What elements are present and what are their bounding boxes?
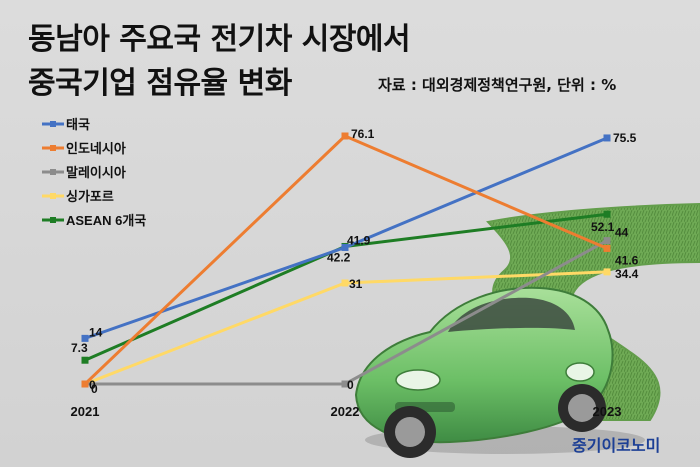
legend-marker <box>50 169 56 175</box>
legend-marker <box>50 217 56 223</box>
data-label-싱가포르-2023: 34.4 <box>615 267 639 281</box>
series-태국: 14 41.9 75.5 <box>81 131 637 342</box>
data-point-말레이시아-2023 <box>603 237 611 245</box>
data-point-말레이시아-2022 <box>341 380 349 388</box>
data-label-인도네시아-2021: 0 <box>91 382 98 396</box>
data-label-인도네시아-2023: 41.6 <box>615 253 639 267</box>
brand-logo-text: 중기이코노미 <box>572 436 661 455</box>
data-label-말레이시아-2022: 0 <box>347 378 354 392</box>
data-label-ASEAN-6개국-2023: 52.1 <box>591 220 615 234</box>
data-label-태국-2023: 75.5 <box>613 131 637 145</box>
legend-label: 말레이시아 <box>66 165 126 180</box>
legend-item-말레이시아: 말레이시아 <box>42 165 126 180</box>
data-point-싱가포르-2022 <box>341 279 349 287</box>
data-label-말레이시아-2023: 44 <box>615 226 629 240</box>
x-axis: 2021 2022 2023 <box>71 404 622 419</box>
legend-label: 인도네시아 <box>66 141 126 156</box>
legend-marker <box>50 145 56 151</box>
data-point-인도네시아-2023 <box>603 244 611 252</box>
data-point-태국-2022 <box>341 243 349 251</box>
car-illustration <box>354 286 645 458</box>
data-label-인도네시아-2022: 76.1 <box>351 127 375 141</box>
data-point-인도네시아-2021 <box>81 380 89 388</box>
data-point-태국-2023 <box>603 134 611 142</box>
title-line-1: 동남아 주요국 전기차 시장에서 <box>28 22 411 57</box>
data-label-태국-2022: 41.9 <box>347 233 371 247</box>
legend-label: ASEAN 6개국 <box>66 213 146 228</box>
data-point-ASEAN-6개국-2021 <box>81 356 89 364</box>
data-point-싱가포르-2023 <box>603 268 611 276</box>
data-point-인도네시아-2022 <box>341 132 349 140</box>
legend-label: 싱가포르 <box>66 189 114 204</box>
title-line-2: 중국기업 점유율 변화 <box>28 66 292 101</box>
x-tick-label-2022: 2022 <box>331 404 360 419</box>
source-note: 자료 : 대외경제정책연구원, 단위 : % <box>378 76 617 94</box>
data-label-ASEAN-6개국-2021: 7.3 <box>71 341 88 355</box>
legend-item-태국: 태국 <box>42 117 90 132</box>
data-label-싱가포르-2022: 31 <box>349 277 363 291</box>
series-인도네시아: 0 76.1 41.6 <box>81 127 639 396</box>
legend-label: 태국 <box>66 117 90 132</box>
x-tick-label-2023: 2023 <box>593 404 622 419</box>
legend-item-싱가포르: 싱가포르 <box>42 189 114 204</box>
data-point-ASEAN-6개국-2023 <box>603 210 611 218</box>
series-싱가포르: 31 34.4 <box>81 267 639 388</box>
legend-item-ASEAN-6개국: ASEAN 6개국 <box>42 213 146 228</box>
legend-item-인도네시아: 인도네시아 <box>42 141 126 156</box>
data-label-태국-2021: 14 <box>89 325 103 339</box>
data-label-ASEAN-6개국-2022: 42.2 <box>327 250 351 264</box>
legend-marker <box>50 121 56 127</box>
data-point-태국-2021 <box>81 334 89 342</box>
data-label-말레이시아-2021: 0 <box>89 378 96 392</box>
x-tick-label-2021: 2021 <box>71 404 100 419</box>
legend-marker <box>50 193 56 199</box>
